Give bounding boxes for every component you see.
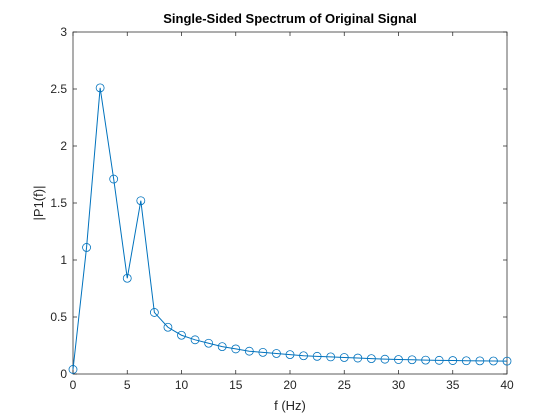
y-tick-label: 2 bbox=[60, 139, 67, 153]
axes-box bbox=[72, 31, 508, 375]
y-tick-label: 1.5 bbox=[50, 196, 67, 210]
data-point bbox=[109, 174, 119, 184]
data-point bbox=[353, 353, 363, 363]
data-point bbox=[475, 356, 485, 366]
data-point bbox=[149, 308, 159, 317]
data-point bbox=[244, 346, 254, 356]
data-point bbox=[366, 354, 376, 364]
y-tick-label: 3 bbox=[60, 25, 67, 39]
x-tick-label: 10 bbox=[175, 378, 189, 392]
y-tick-label: 2.5 bbox=[50, 82, 67, 96]
data-point bbox=[163, 322, 173, 332]
chart-title: Single-Sided Spectrum of Original Signal bbox=[163, 11, 417, 26]
x-tick-label: 25 bbox=[338, 378, 352, 392]
data-point bbox=[122, 273, 132, 283]
data-point bbox=[380, 354, 390, 364]
x-tick-label: 35 bbox=[446, 378, 460, 392]
data-point bbox=[448, 356, 458, 365]
data-point bbox=[407, 355, 417, 365]
data-point bbox=[217, 342, 227, 352]
data-point bbox=[231, 344, 241, 354]
series-layer bbox=[68, 83, 512, 374]
x-tick-label: 5 bbox=[124, 378, 131, 392]
x-tick-label: 20 bbox=[283, 378, 297, 392]
data-point bbox=[272, 349, 281, 358]
y-tick-label: 0 bbox=[60, 367, 67, 381]
x-tick-label: 30 bbox=[392, 378, 406, 392]
data-point bbox=[434, 355, 444, 365]
y-tick-label: 1 bbox=[60, 253, 67, 267]
plot-area bbox=[72, 31, 508, 375]
data-point bbox=[68, 365, 78, 374]
data-point bbox=[190, 335, 200, 345]
data-point bbox=[136, 196, 146, 206]
x-tick-label: 40 bbox=[500, 378, 514, 392]
data-point bbox=[489, 356, 498, 366]
x-axis-label: f (Hz) bbox=[274, 398, 306, 413]
data-point bbox=[177, 330, 186, 340]
data-point bbox=[82, 243, 91, 252]
x-tick-label: 0 bbox=[70, 378, 77, 392]
data-point bbox=[461, 356, 471, 366]
data-point bbox=[421, 355, 431, 365]
y-tick-label: 0.5 bbox=[50, 310, 67, 324]
data-point bbox=[285, 350, 295, 360]
data-point bbox=[258, 347, 268, 357]
data-point bbox=[502, 356, 512, 366]
axis-ticks: 0 5 10 15 20 25 30 35 40 0 0.5 1 1.5 2 2.5 3 bbox=[50, 25, 514, 392]
series-line bbox=[72, 87, 508, 370]
x-tick-label: 15 bbox=[229, 378, 243, 392]
data-point bbox=[394, 355, 403, 364]
data-point bbox=[339, 353, 349, 362]
data-point bbox=[312, 351, 322, 361]
data-point bbox=[299, 351, 308, 361]
data-point bbox=[204, 338, 214, 348]
y-axis-label: |P1(f)| bbox=[31, 186, 46, 221]
data-point bbox=[95, 83, 105, 93]
data-point bbox=[326, 352, 336, 362]
